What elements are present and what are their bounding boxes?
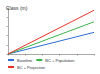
svg-text:BC + Population: BC + Population	[45, 58, 74, 63]
svg-text:Class (m): Class (m)	[6, 5, 28, 11]
svg-text:BC + Projection: BC + Projection	[17, 65, 45, 70]
svg-text:Baseline: Baseline	[17, 58, 33, 63]
